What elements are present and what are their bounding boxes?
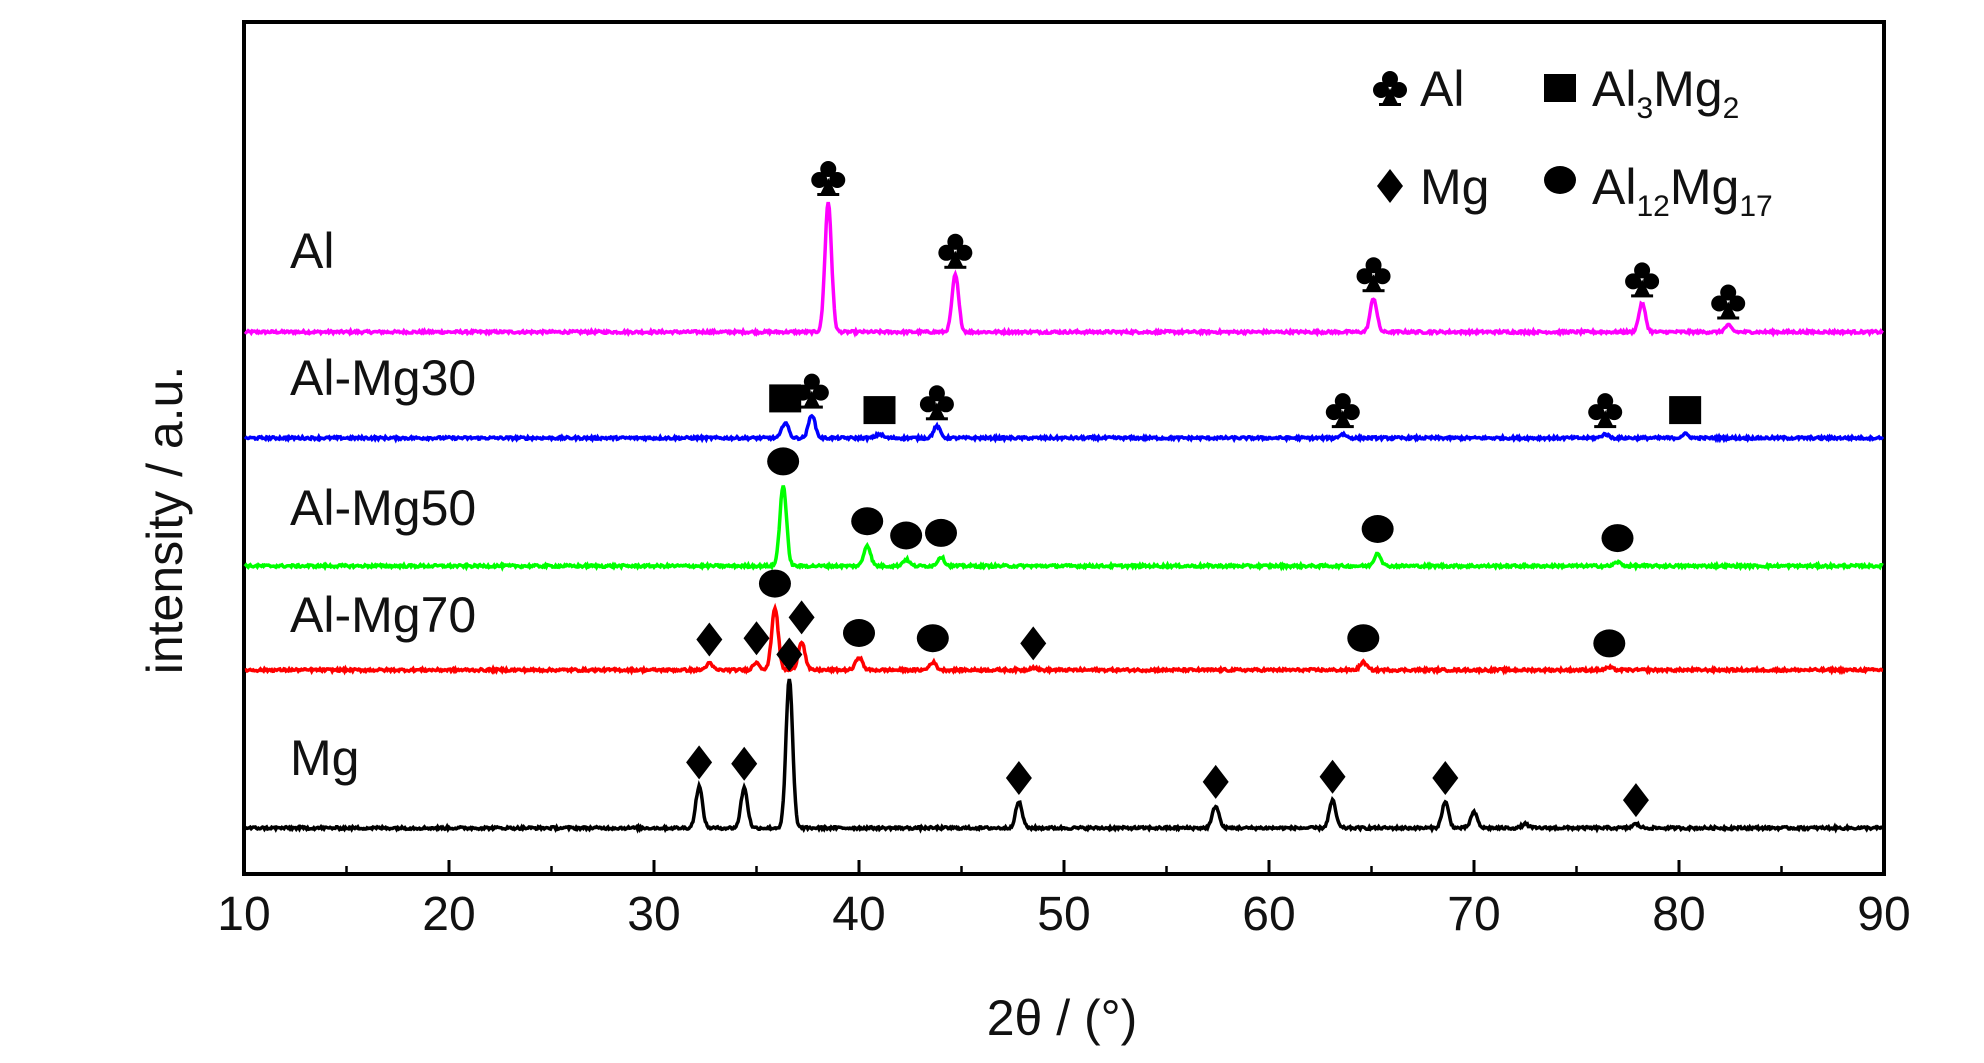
peak-marker-diamond [776,637,803,672]
series-line-al-mg30 [243,413,1885,444]
x-tick-label: 40 [832,888,885,941]
x-axis-title: 2θ / (°) [987,990,1138,1046]
series-label-al-mg70: Al-Mg70 [290,587,476,643]
peak-marker-circle [890,521,923,550]
peak-marker-circle [843,619,875,647]
peak-marker-diamond [1005,761,1032,795]
peak-marker-club [794,373,829,409]
x-tick-label: 60 [1242,888,1295,941]
x-tick-label: 80 [1652,888,1705,941]
series-label-mg: Mg [290,730,359,786]
peak-marker-diamond [1432,761,1459,795]
peak-marker-diamond [1319,759,1346,794]
peak-marker-square [1669,396,1702,425]
peak-marker-club [1588,393,1623,429]
peak-marker-circle [758,569,791,598]
series-label-al-mg30: Al-Mg30 [290,350,476,406]
peak-marker-diamond [696,622,723,657]
legend-label: Al12Mg17 [1592,159,1773,223]
series-line-al-mg70 [244,602,1884,676]
legend-diamond-icon [1377,169,1403,203]
peak-marker-diamond [731,746,758,781]
series-layer [243,201,1885,834]
legend-circle-icon [1544,166,1576,194]
peak-marker-diamond [1202,764,1229,799]
series-label-layer: Al Al-Mg30 Al-Mg50 Al-Mg70 Mg [290,223,476,786]
peak-marker-diamond [743,621,770,656]
peak-marker-layer [686,161,1746,818]
peak-marker-circle [1361,515,1394,543]
plot-frame [242,20,1886,876]
y-axis-title: intensity / a.u. [137,366,193,675]
legend-label: Al3Mg2 [1592,61,1739,125]
series-label-al-mg50: Al-Mg50 [290,480,476,536]
x-tick-label: 70 [1447,888,1500,941]
peak-marker-circle [916,624,949,653]
legend-square-icon [1544,74,1576,102]
peak-marker-circle [925,518,957,547]
x-tick-label: 20 [422,888,475,941]
peak-marker-club [1711,284,1746,320]
legend-club-icon [1373,71,1407,106]
x-tick-label: 30 [627,888,680,941]
series-label-al: Al [290,223,334,279]
x-tick-label: 90 [1857,888,1910,941]
peak-marker-circle [851,507,884,536]
peak-marker-diamond [1020,626,1047,661]
peak-marker-square [863,396,896,425]
legend-label: Mg [1420,159,1489,215]
peak-marker-club [919,385,954,421]
peak-marker-diamond [788,600,815,635]
series-line-mg [243,678,1885,834]
peak-marker-circle [1601,524,1634,553]
x-tick-label: 50 [1037,888,1090,941]
peak-marker-circle [1593,629,1626,658]
x-axis-ticks: 10 20 30 40 50 60 70 80 90 [217,860,1911,941]
peak-marker-club [1356,257,1391,293]
series-line-al [243,201,1884,338]
x-tick-label: 10 [217,888,270,941]
peak-marker-diamond [1622,783,1649,818]
peak-marker-club [1325,393,1360,429]
legend-label: Al [1420,61,1464,117]
peak-marker-club [1625,262,1660,298]
legend: Al Al3Mg2 Mg Al12Mg17 [1373,61,1773,223]
peak-marker-club [811,161,846,196]
peak-marker-circle [767,447,800,476]
peak-marker-circle [1347,624,1380,653]
peak-marker-diamond [686,745,713,780]
peak-marker-club [938,233,973,269]
series-line-al-mg50 [243,485,1884,572]
